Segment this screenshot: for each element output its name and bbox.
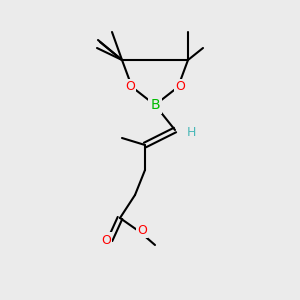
Text: H: H xyxy=(186,125,196,139)
Text: O: O xyxy=(137,224,147,236)
Text: B: B xyxy=(150,98,160,112)
Text: O: O xyxy=(125,80,135,94)
Text: O: O xyxy=(101,233,111,247)
Text: O: O xyxy=(175,80,185,94)
